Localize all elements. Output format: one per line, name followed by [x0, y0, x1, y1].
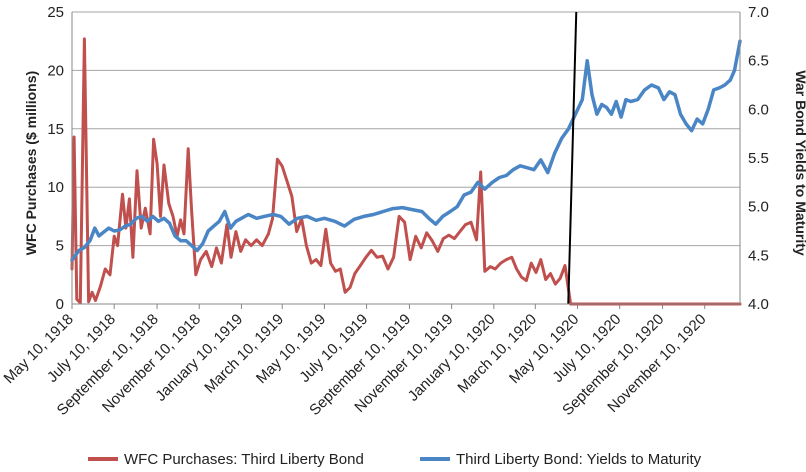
- left-tick-label: 10: [47, 179, 64, 196]
- axis-lines: [71, 12, 741, 305]
- series-line-bond-yields: [70, 39, 742, 262]
- right-tick-label: 6.5: [748, 53, 769, 70]
- series-layer: [70, 37, 742, 306]
- right-tick-label: 4.5: [748, 247, 769, 264]
- left-tick-label: 20: [47, 62, 64, 79]
- right-tick-label: 5.0: [748, 199, 769, 216]
- gridlines: [72, 11, 740, 305]
- right-tick-label: 6.0: [748, 101, 769, 118]
- left-tick-label: 25: [47, 4, 64, 21]
- legend-label-wfc: WFC Purchases: Third Liberty Bond: [124, 451, 364, 468]
- left-axis-ticks: 0 5 10 15 20 25: [47, 4, 64, 313]
- vertical-marker-line: [567, 11, 578, 305]
- legend: WFC Purchases: Third Liberty Bond Third …: [88, 451, 702, 468]
- left-tick-label: 15: [47, 121, 64, 138]
- vertical-marker-layer: [567, 11, 578, 305]
- left-tick-label: 0: [56, 296, 64, 313]
- series-line-wfc-purchases: [70, 37, 742, 306]
- left-axis-title: WFC Purchases ($ millions): [23, 71, 39, 255]
- right-axis-title: War Bond Yields to Maturity: [793, 70, 806, 256]
- right-tick-label: 7.0: [748, 4, 769, 21]
- right-tick-label: 4.0: [748, 296, 769, 313]
- left-tick-label: 5: [56, 238, 64, 255]
- legend-label-yield: Third Liberty Bond: Yields to Maturity: [456, 451, 702, 468]
- right-axis-ticks: 4.0 4.5 5.0 5.5 6.0 6.5 7.0: [748, 4, 769, 313]
- right-tick-label: 5.5: [748, 150, 769, 167]
